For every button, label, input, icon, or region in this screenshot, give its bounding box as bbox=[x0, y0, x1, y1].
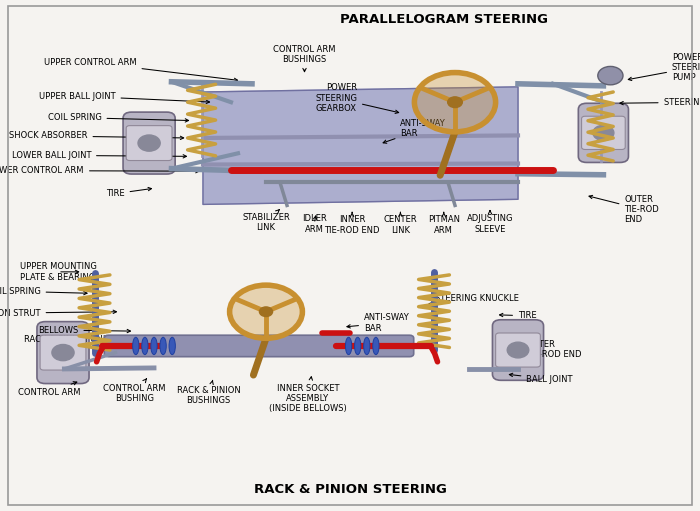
Text: INNER SOCKET
ASSEMBLY
(INSIDE BELLOWS): INNER SOCKET ASSEMBLY (INSIDE BELLOWS) bbox=[269, 377, 347, 413]
Ellipse shape bbox=[355, 337, 361, 355]
FancyBboxPatch shape bbox=[496, 333, 540, 367]
Text: STEERING KNUCKLE: STEERING KNUCKLE bbox=[428, 294, 519, 306]
Text: INNER
TIE-ROD END: INNER TIE-ROD END bbox=[324, 213, 380, 235]
Circle shape bbox=[508, 342, 528, 358]
Circle shape bbox=[138, 135, 160, 151]
Text: OUTER
TIE-ROD
END: OUTER TIE-ROD END bbox=[589, 195, 659, 224]
Text: ANTI-SWAY
BAR: ANTI-SWAY BAR bbox=[347, 313, 409, 333]
Text: IDLER
ARM: IDLER ARM bbox=[302, 214, 327, 234]
FancyBboxPatch shape bbox=[104, 335, 414, 357]
Text: RACK & PINION UNIT: RACK & PINION UNIT bbox=[25, 335, 185, 344]
Text: STEERING KNUCKLE: STEERING KNUCKLE bbox=[620, 98, 700, 107]
FancyBboxPatch shape bbox=[126, 126, 172, 160]
Circle shape bbox=[260, 307, 272, 316]
Text: BALL JOINT: BALL JOINT bbox=[510, 373, 573, 384]
Ellipse shape bbox=[160, 337, 167, 355]
Text: LOWER CONTROL ARM: LOWER CONTROL ARM bbox=[0, 166, 199, 175]
Text: MACPHERSON STRUT: MACPHERSON STRUT bbox=[0, 309, 116, 318]
Text: CONTROL ARM
BUSHING: CONTROL ARM BUSHING bbox=[103, 379, 166, 403]
Ellipse shape bbox=[132, 337, 139, 355]
Text: CONTROL ARM: CONTROL ARM bbox=[18, 382, 80, 397]
Circle shape bbox=[593, 125, 614, 141]
FancyBboxPatch shape bbox=[37, 321, 89, 384]
Circle shape bbox=[598, 66, 623, 85]
Text: COIL SPRING: COIL SPRING bbox=[48, 113, 188, 122]
Text: UPPER BALL JOINT: UPPER BALL JOINT bbox=[39, 91, 209, 104]
Circle shape bbox=[231, 286, 301, 337]
Text: PITMAN
ARM: PITMAN ARM bbox=[428, 213, 460, 235]
Text: CENTER
LINK: CENTER LINK bbox=[384, 213, 417, 235]
Ellipse shape bbox=[364, 337, 370, 355]
Text: COIL SPRING: COIL SPRING bbox=[0, 287, 87, 296]
Text: SHOCK ABSORBER: SHOCK ABSORBER bbox=[9, 131, 183, 141]
FancyBboxPatch shape bbox=[40, 335, 86, 370]
Text: POWER
STEERING
GEARBOX: POWER STEERING GEARBOX bbox=[315, 83, 399, 113]
Ellipse shape bbox=[169, 337, 175, 355]
Text: BELLOWS: BELLOWS bbox=[38, 326, 130, 335]
FancyBboxPatch shape bbox=[493, 320, 543, 380]
Ellipse shape bbox=[151, 337, 157, 355]
Circle shape bbox=[448, 97, 462, 107]
Ellipse shape bbox=[346, 337, 351, 355]
FancyBboxPatch shape bbox=[582, 116, 625, 150]
Text: TIRE: TIRE bbox=[106, 188, 151, 198]
Text: STABILIZER
LINK: STABILIZER LINK bbox=[242, 210, 290, 232]
Text: OUTER
TIE-ROD END: OUTER TIE-ROD END bbox=[511, 340, 582, 359]
Ellipse shape bbox=[373, 337, 379, 355]
Ellipse shape bbox=[141, 337, 148, 355]
Text: CONTROL ARM
BUSHINGS: CONTROL ARM BUSHINGS bbox=[273, 45, 336, 72]
Text: ADJUSTING
SLEEVE: ADJUSTING SLEEVE bbox=[467, 211, 513, 234]
Text: RACK & PINION STEERING: RACK & PINION STEERING bbox=[253, 483, 447, 496]
FancyBboxPatch shape bbox=[123, 112, 175, 174]
Text: PARALLELOGRAM STEERING: PARALLELOGRAM STEERING bbox=[340, 13, 549, 26]
Text: ANTI-SWAY
BAR: ANTI-SWAY BAR bbox=[383, 119, 446, 143]
Text: RACK & PINION
BUSHINGS: RACK & PINION BUSHINGS bbox=[176, 380, 241, 405]
Circle shape bbox=[52, 344, 74, 361]
Polygon shape bbox=[203, 87, 518, 204]
Text: TIRE: TIRE bbox=[500, 311, 537, 320]
Text: POWER
STEERING
PUMP: POWER STEERING PUMP bbox=[629, 53, 700, 82]
Circle shape bbox=[416, 74, 494, 131]
Text: UPPER CONTROL ARM: UPPER CONTROL ARM bbox=[44, 58, 237, 82]
Text: UPPER MOUNTING
PLATE & BEARING: UPPER MOUNTING PLATE & BEARING bbox=[20, 262, 97, 282]
Text: LOWER BALL JOINT: LOWER BALL JOINT bbox=[11, 151, 186, 160]
FancyBboxPatch shape bbox=[578, 103, 629, 162]
